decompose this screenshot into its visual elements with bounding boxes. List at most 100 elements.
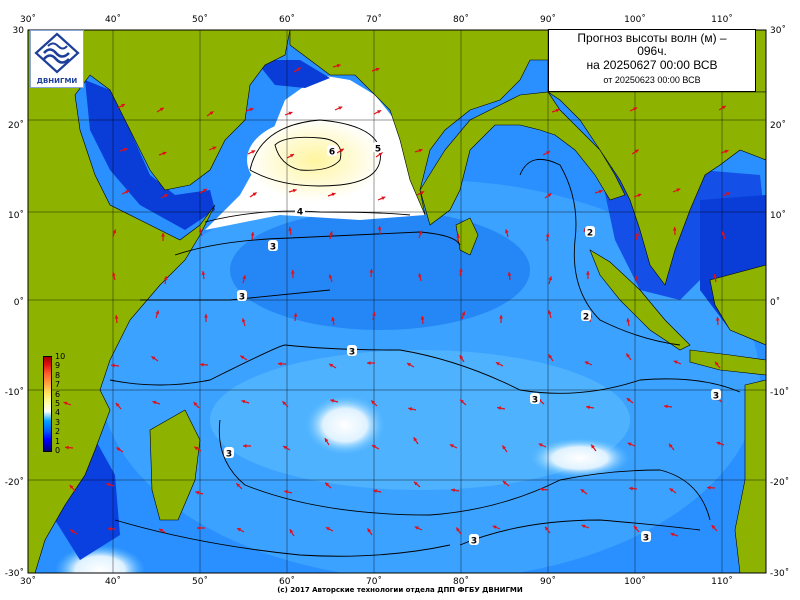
contour-label-bg (327, 145, 337, 156)
wave-arrow (112, 229, 117, 238)
wave-arrow (235, 482, 243, 490)
arabian-sea-peak (247, 118, 383, 202)
wave-arrow (504, 229, 509, 238)
colorbar-label: 2 (55, 427, 61, 437)
wave-arrow (551, 108, 560, 113)
y-tick-right: -10˚ (770, 387, 789, 398)
wave-arrow (461, 311, 466, 320)
wave-arrow (672, 226, 677, 236)
y-tick-left: -10˚ (5, 387, 24, 398)
wave-arrow (114, 314, 119, 324)
wave-arrow (336, 148, 345, 154)
wave-arrow (329, 231, 333, 240)
contour-label-bg (237, 290, 247, 301)
wave-arrow (236, 527, 245, 533)
wave-arrow (456, 233, 461, 243)
wave-arrow (507, 271, 512, 281)
wave-arrow (64, 445, 74, 450)
wave-arrow (502, 480, 510, 487)
wave-arrow (121, 190, 130, 195)
wave-arrow (377, 225, 382, 235)
wave-arrow (325, 526, 334, 532)
contour-label: 3 (532, 396, 538, 406)
contour-label-bg (268, 240, 278, 251)
contour-label-bg (373, 142, 383, 153)
wave-arrow (406, 362, 415, 368)
wave-arrow (241, 399, 250, 404)
wave-arrow (416, 190, 425, 196)
high-wave-blob (530, 438, 630, 478)
wave-arrow (152, 400, 161, 405)
contour-label: 3 (226, 450, 232, 460)
contour-label-bg (585, 226, 595, 237)
wave-arrow (195, 490, 204, 495)
contour-label-bg (641, 531, 651, 542)
wave-arrow (673, 360, 682, 365)
x-tick-top: 90˚ (540, 14, 556, 25)
wave-arrow (204, 314, 208, 322)
wave-arrow (626, 397, 634, 404)
wave-arrow (721, 231, 726, 240)
wave-arrow (408, 407, 417, 411)
x-tick-top: 80˚ (453, 14, 469, 25)
wave-arrow (289, 528, 295, 537)
colorbar-labels: 10 9 8 7 6 5 4 3 2 1 0 (55, 352, 67, 456)
wave-arrow (581, 524, 590, 529)
wave-arrow (208, 146, 217, 151)
wave-arrow (459, 354, 465, 363)
wave-arrow (369, 268, 374, 278)
wave-arrow (501, 445, 508, 453)
wave-arrow (420, 315, 425, 325)
wave-arrow (547, 310, 552, 319)
colorbar-label: 5 (55, 399, 61, 408)
wave-arrow (371, 444, 380, 450)
contour-label: 4 (297, 208, 303, 218)
y-tick-right: 30˚ (770, 25, 786, 36)
wave-arrow (193, 446, 202, 452)
wave-arrow (718, 105, 727, 111)
wave-arrow (163, 276, 168, 285)
contour-label: 6 (329, 148, 335, 158)
x-tick-bottom: 70˚ (366, 576, 382, 587)
wave-logo-icon (34, 32, 80, 74)
wave-arrow (193, 401, 200, 409)
x-tick-top: 110˚ (711, 14, 733, 25)
wave-arrow (119, 147, 128, 152)
wave-arrow (288, 227, 293, 236)
wave-arrow (284, 490, 293, 494)
wave-arrow (413, 481, 421, 488)
y-tick-right: -20˚ (770, 477, 789, 488)
wave-arrow (459, 399, 467, 406)
wave-arrow (544, 192, 552, 199)
wave-arrow (413, 436, 419, 445)
colorbar-label: 8 (55, 370, 61, 380)
wave-arrow (155, 310, 160, 319)
x-tick-bottom: 60˚ (279, 576, 295, 587)
contour-label-bg (711, 389, 721, 400)
ocean-cyan-zone (210, 350, 630, 490)
wave-arrow (633, 193, 642, 198)
wave-arrow (451, 488, 460, 493)
axis-ticks: 30˚30˚40˚40˚50˚50˚60˚60˚70˚70˚80˚80˚90˚9… (5, 14, 789, 587)
contour-label: 3 (349, 348, 355, 358)
y-tick-left: 30 (13, 26, 25, 36)
contour-label-bg (347, 345, 357, 356)
y-tick-right: 20˚ (770, 120, 786, 131)
wave-arrow (548, 276, 553, 285)
wave-arrow (492, 525, 501, 530)
wave-arrow (201, 270, 206, 280)
contour-label: 5 (375, 145, 381, 155)
wave-arrow (330, 398, 339, 403)
wave-arrow (626, 318, 631, 327)
wave-arrow (711, 524, 718, 532)
colorbar-label: 6 (55, 389, 61, 399)
wave-arrow (590, 444, 597, 452)
y-tick-left: 10˚ (8, 210, 24, 221)
contour-label: 3 (643, 534, 649, 544)
wave-arrow (716, 441, 725, 446)
x-tick-bottom: 90˚ (540, 576, 556, 587)
x-tick-top: 100˚ (624, 14, 646, 25)
grid-lines (28, 30, 766, 573)
wave-arrow (375, 151, 383, 158)
wave-arrow (277, 361, 287, 366)
